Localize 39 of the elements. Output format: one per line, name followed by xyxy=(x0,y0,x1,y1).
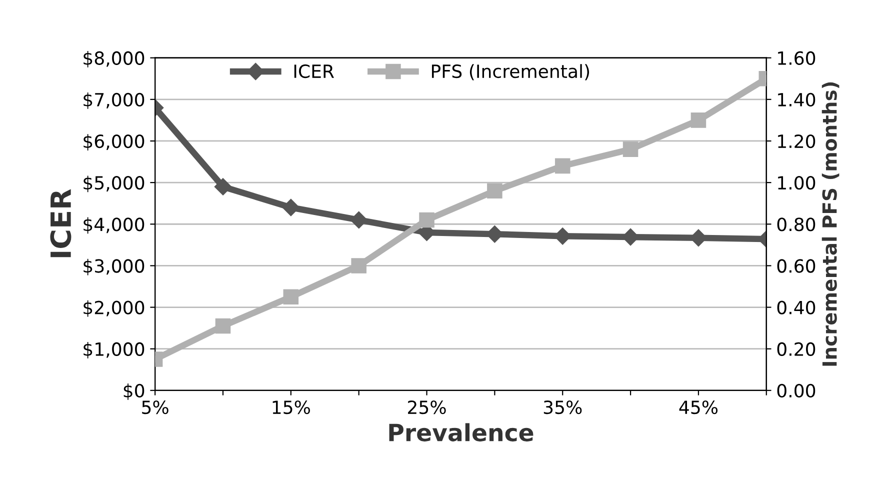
x-axis-title: Prevalence xyxy=(389,423,534,442)
point xyxy=(215,318,231,334)
y2-tick-label: 0.20 xyxy=(777,342,816,356)
point xyxy=(419,212,434,228)
y-tick-label: $6,000 xyxy=(84,134,144,150)
y-tick-label: $8,000 xyxy=(84,50,144,68)
y2-tick-label: 0.60 xyxy=(777,259,816,273)
point xyxy=(351,258,366,274)
point xyxy=(350,211,368,229)
y2-tick-label: 0.80 xyxy=(777,218,816,232)
y2-tick-label: 0.40 xyxy=(777,300,816,314)
legend-label: ICER xyxy=(294,64,334,78)
y-tick-label: $1,000 xyxy=(84,342,144,358)
point xyxy=(282,198,300,216)
y-tick-label: $7,000 xyxy=(84,92,144,109)
point xyxy=(622,142,638,157)
y2-tick-label: 1.00 xyxy=(778,176,816,190)
y2-tick-label: 1.40 xyxy=(778,92,816,107)
point xyxy=(487,183,502,199)
point xyxy=(554,158,570,174)
point xyxy=(283,289,299,305)
y2-tick-label: 1.60 xyxy=(778,51,816,65)
y-tick-label: $0 xyxy=(124,384,144,400)
y-tick-label: $2,000 xyxy=(84,300,144,317)
x-tick-label: 15% xyxy=(272,400,310,414)
y2-tick-label: 1.20 xyxy=(778,134,816,148)
x-tick-label: 45% xyxy=(679,400,718,414)
y-tick-label: $3,000 xyxy=(84,258,144,276)
y-tick-label: $4,000 xyxy=(84,217,144,234)
y-axis-title: ICER xyxy=(50,189,72,258)
x-tick-label: 5% xyxy=(142,400,168,414)
y2-tick-label: 0.00 xyxy=(777,384,816,398)
legend-label: PFS (Incremental) xyxy=(432,64,590,80)
y-tick-label: $5,000 xyxy=(84,176,144,192)
point xyxy=(214,178,232,196)
x-tick-label: 35% xyxy=(544,400,582,414)
point xyxy=(690,112,706,128)
y2-axis-title: Incremental PFS (months) xyxy=(822,82,840,366)
x-tick-label: 25% xyxy=(408,400,446,414)
